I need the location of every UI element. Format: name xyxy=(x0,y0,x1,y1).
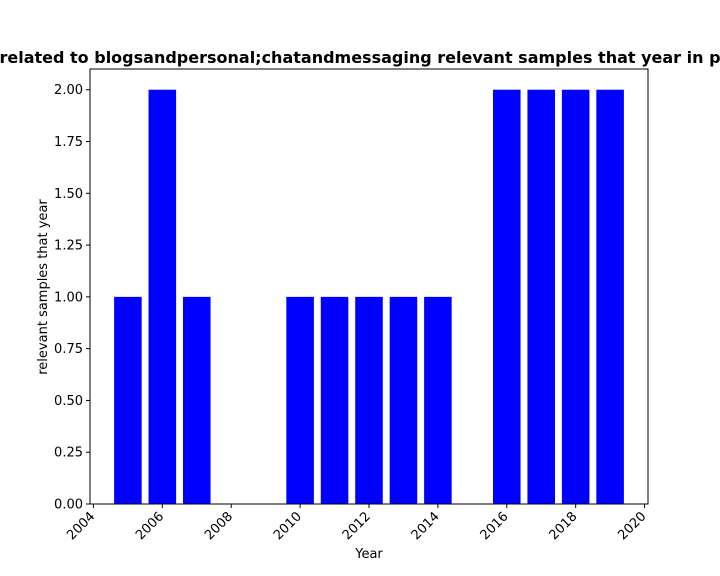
y-tick-label: 1.50 xyxy=(54,187,83,202)
x-tick-label: 2016 xyxy=(478,509,512,543)
y-tick-label: 0.00 xyxy=(54,498,83,513)
y-tick-label: 1.25 xyxy=(54,239,83,254)
plot-frame xyxy=(89,68,649,505)
x-axis: 2004 2006 2008 2010 2012 2014 2016 2018 2020 xyxy=(64,504,649,543)
bar-2019 xyxy=(596,89,624,504)
y-tick-label: 0.25 xyxy=(54,446,83,461)
bar-2018 xyxy=(561,89,590,504)
y-axis: 0.00 0.25 0.50 0.75 1.00 1.25 1.50 1.75 2.00 xyxy=(54,83,90,513)
bar-2006 xyxy=(148,89,177,504)
x-tick-label: 2020 xyxy=(615,509,649,543)
bar-2016 xyxy=(493,89,521,504)
bar-2017 xyxy=(527,89,555,504)
bar-2012 xyxy=(355,296,383,504)
chart-title: related to blogsandpersonal;chatandmessa… xyxy=(0,48,720,67)
bar-2005 xyxy=(114,296,142,504)
x-tick-label: 2012 xyxy=(340,509,374,543)
bar-2013 xyxy=(389,296,418,504)
x-tick-label: 2014 xyxy=(409,509,443,543)
y-tick-label: 1.75 xyxy=(54,135,83,150)
y-tick-label: 2.00 xyxy=(54,83,83,98)
x-tick-label: 2010 xyxy=(271,509,305,543)
x-tick-label: 2008 xyxy=(202,509,236,543)
bars-layer xyxy=(114,89,624,504)
bar-2014 xyxy=(424,296,452,504)
y-tick-label: 0.75 xyxy=(54,342,83,357)
x-tick-label: 2006 xyxy=(133,509,167,543)
y-tick-label: 0.50 xyxy=(54,394,83,409)
x-axis-label: Year xyxy=(354,547,383,562)
y-tick-label: 1.00 xyxy=(54,290,83,305)
bar-2007 xyxy=(183,296,211,504)
y-axis-label: relevant samples that year xyxy=(36,199,51,375)
x-tick-label: 2018 xyxy=(546,509,580,543)
bar-2010 xyxy=(286,296,314,504)
bar-2011 xyxy=(320,296,349,504)
x-tick-label: 2004 xyxy=(64,509,98,543)
